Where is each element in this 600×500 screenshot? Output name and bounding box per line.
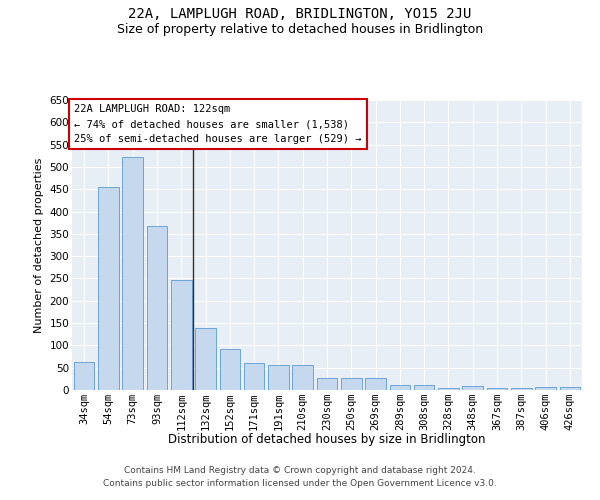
Bar (122, 156, 143, 390)
Text: 22A, LAMPLUGH ROAD, BRIDLINGTON, YO15 2JU: 22A, LAMPLUGH ROAD, BRIDLINGTON, YO15 2J… (128, 8, 472, 22)
Bar (146, 226, 167, 390)
Bar (292, 366, 313, 390)
Bar (438, 388, 459, 390)
Bar (535, 387, 556, 390)
Bar (268, 365, 289, 390)
Bar (98, 187, 119, 390)
Bar (171, 280, 191, 390)
Bar (74, 362, 94, 390)
Bar (341, 378, 362, 390)
Bar (244, 363, 265, 390)
Bar (220, 350, 240, 390)
Bar (389, 385, 410, 390)
Bar (195, 328, 216, 390)
Bar (463, 386, 483, 390)
Text: Contains HM Land Registry data © Crown copyright and database right 2024.
Contai: Contains HM Land Registry data © Crown c… (103, 466, 497, 487)
Bar (414, 385, 434, 390)
Text: Distribution of detached houses by size in Bridlington: Distribution of detached houses by size … (168, 432, 486, 446)
Text: 22A LAMPLUGH ROAD: 122sqm
← 74% of detached houses are smaller (1,538)
25% of se: 22A LAMPLUGH ROAD: 122sqm ← 74% of detac… (74, 104, 362, 144)
Bar (511, 388, 532, 390)
Y-axis label: Number of detached properties: Number of detached properties (34, 158, 44, 332)
Text: Size of property relative to detached houses in Bridlington: Size of property relative to detached ho… (117, 22, 483, 36)
Bar (560, 388, 580, 390)
Bar (365, 378, 386, 390)
Bar (317, 378, 337, 390)
Bar (487, 388, 508, 390)
